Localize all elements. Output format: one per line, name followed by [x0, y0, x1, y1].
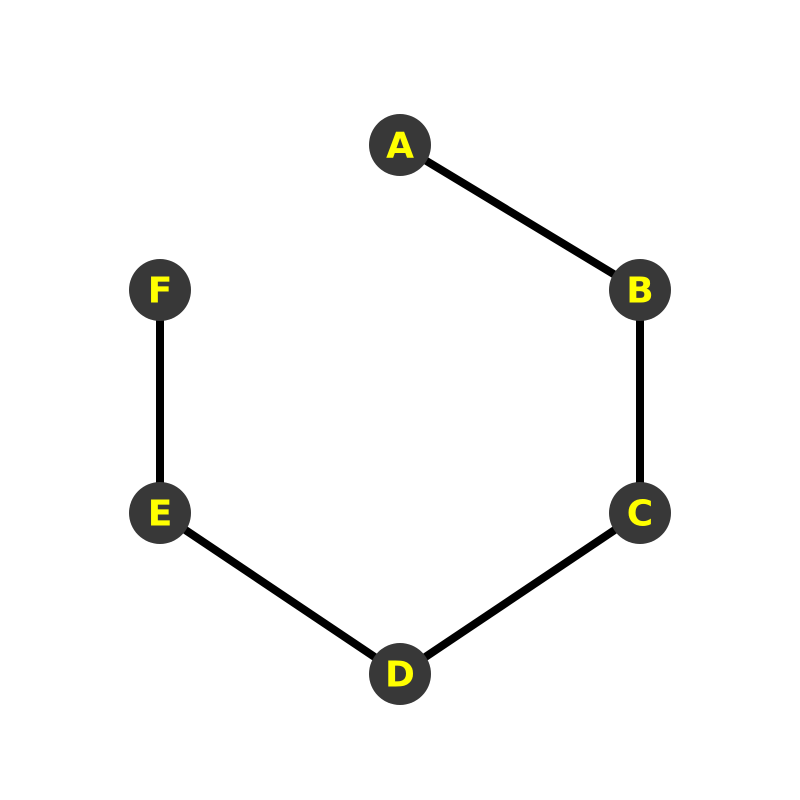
- node-d-label: D: [385, 655, 415, 696]
- edge-c-d: [397, 509, 643, 678]
- node-e-circle: [129, 482, 191, 544]
- node-a: A: [369, 114, 431, 176]
- node-b-circle: [609, 259, 671, 321]
- node-a-label: A: [386, 126, 414, 167]
- node-d-circle: [369, 643, 431, 705]
- node-f-label: F: [148, 271, 173, 312]
- node-c: C: [609, 482, 671, 544]
- node-c-circle: [609, 482, 671, 544]
- edges-layer: [156, 141, 644, 678]
- node-b: B: [609, 259, 671, 321]
- edge-a-b: [397, 141, 643, 294]
- node-d: D: [369, 643, 431, 705]
- node-b-label: B: [626, 271, 653, 312]
- node-e: E: [129, 482, 191, 544]
- node-f: F: [129, 259, 191, 321]
- nodes-layer: A B C D E F: [129, 114, 671, 705]
- node-c-label: C: [627, 494, 653, 535]
- edge-d-e: [157, 509, 403, 678]
- node-a-circle: [369, 114, 431, 176]
- node-e-label: E: [148, 494, 173, 535]
- node-f-circle: [129, 259, 191, 321]
